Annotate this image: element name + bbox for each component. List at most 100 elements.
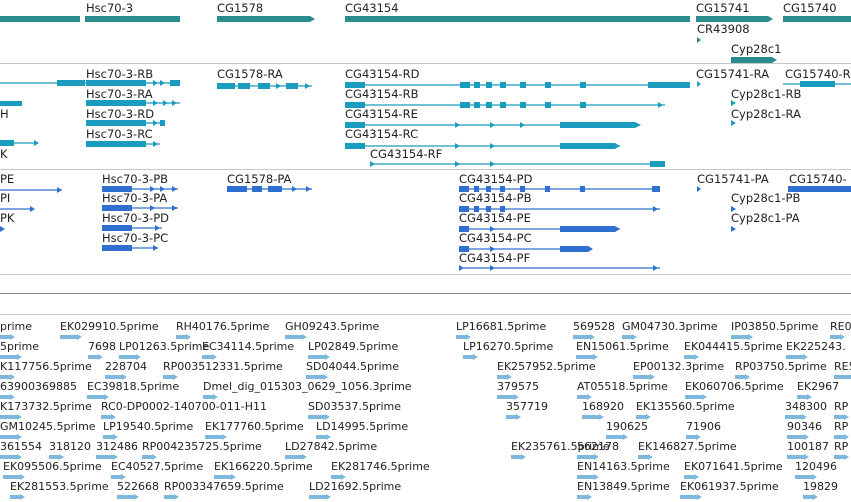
gene-label[interactable]: CG1578 [217,1,264,15]
est-label[interactable]: EK257952.5prime [497,360,596,373]
est-label[interactable]: EK135560.5prime [636,400,735,413]
est-label[interactable]: 168920 [582,400,624,413]
transcript-label[interactable]: Hsc70-3-RC [86,127,153,141]
protein-label[interactable]: CG15741-PA [697,172,769,186]
est-label[interactable]: Dmel_dig_015303_0629_1056.3prime [203,380,412,393]
est-label[interactable]: EK281746.5prime [331,460,430,473]
transcript-label[interactable]: CG43154-RC [345,127,419,141]
est-label[interactable]: LD21692.5prime [309,480,402,493]
est-label[interactable]: 228704 [105,360,147,373]
est-label[interactable]: 361554 [0,440,42,453]
est-label[interactable]: EN13849.5prime [577,480,670,493]
est-label[interactable]: 19829 [803,480,838,493]
protein-label[interactable]: CG43154-PC [459,231,532,245]
est-label[interactable]: GH09243.5prime [285,320,380,333]
est-label[interactable]: 71906 [686,420,721,433]
transcript-label[interactable]: CG1578-RA [217,67,283,81]
est-label[interactable]: RP [834,400,849,413]
transcript-label[interactable]: H [0,107,9,121]
est-label[interactable]: RP03750.5prime [735,360,827,373]
protein-label[interactable]: Cyp28c1-PB [731,191,801,205]
est-label[interactable]: 90346 [787,420,822,433]
transcript-label[interactable]: K [0,147,8,161]
est-label[interactable]: IP03850.5prime [731,320,819,333]
protein-label[interactable]: CG43154-PF [459,251,531,265]
est-label[interactable]: RP003347659.5prime [164,480,284,493]
est-label[interactable]: RH40176.5prime [176,320,270,333]
protein-label[interactable]: Hsc70-3-PD [102,211,170,225]
est-label[interactable]: EK281553.5prime [10,480,109,493]
est-label[interactable]: EK044415.5prime [684,340,783,353]
est-label[interactable]: 5prime [0,340,40,353]
est-label[interactable]: EK029910.5prime [60,320,159,333]
est-label[interactable]: EK2967 [797,380,840,393]
est-label[interactable]: EK095506.5prime [3,460,102,473]
est-label[interactable]: RE5 [834,360,851,373]
est-label[interactable]: 318120 [49,440,91,453]
est-label[interactable]: 522668 [117,480,159,493]
est-label[interactable]: 63900369885 [0,380,77,393]
est-label[interactable]: RP003512331.5prime [163,360,283,373]
est-label[interactable]: EC39818.5prime [87,380,180,393]
transcript-label[interactable]: Hsc70-3-RB [86,67,154,81]
est-label[interactable]: 348300 [785,400,827,413]
est-label[interactable]: RP [834,420,849,433]
protein-label[interactable]: CG1578-PA [227,172,292,186]
est-label[interactable]: 100187 [787,440,829,453]
est-label[interactable]: LD14995.5prime [316,420,409,433]
est-label[interactable]: RP [834,440,849,453]
transcript-label[interactable]: CG15740-R [785,67,851,81]
est-label[interactable]: EC40527.5prime [111,460,204,473]
gene-label[interactable]: CG15741 [696,1,750,15]
protein-label[interactable]: Hsc70-3-PA [102,191,168,205]
est-label[interactable]: RC0-DP0002-140700-011-H11 [101,400,268,413]
protein-label[interactable]: CG43154-PB [459,191,532,205]
est-label[interactable]: LP16681.5prime [456,320,547,333]
est-label[interactable]: 379575 [497,380,539,393]
est-label[interactable]: SD03537.5prime [308,400,401,413]
transcript-label[interactable]: Hsc70-3-RD [86,107,155,121]
transcript-label[interactable]: CG43154-RE [345,107,418,121]
est-label[interactable]: GM04730.3prime [622,320,718,333]
gene-label[interactable]: CR43908 [697,22,750,36]
est-label[interactable]: LP19540.5prime [103,420,194,433]
est-label[interactable]: 562178 [577,440,619,453]
est-label[interactable]: EK071641.5prime [684,460,783,473]
est-label[interactable]: 569528 [573,320,615,333]
protein-label[interactable]: CG43154-PE [459,211,531,225]
est-label[interactable]: LD27842.5prime [285,440,378,453]
est-label[interactable]: 120496 [795,460,837,473]
est-label[interactable]: EK225243. [786,340,846,353]
est-label[interactable]: EK061937.5prime [680,480,779,493]
protein-label[interactable]: Hsc70-3-PC [102,231,169,245]
protein-label[interactable]: PE [0,172,15,186]
gene-label[interactable]: CG15740 [783,1,837,15]
protein-label[interactable]: PI [0,191,11,205]
transcript-label[interactable]: CG43154-RB [345,87,419,101]
est-label[interactable]: EN14163.5prime [577,460,670,473]
protein-label[interactable]: CG43154-PD [459,172,533,186]
protein-label[interactable]: Hsc70-3-PB [102,172,169,186]
gene-label[interactable]: CG43154 [345,1,399,15]
est-label[interactable]: 357719 [506,400,548,413]
protein-label[interactable]: PK [0,211,15,225]
est-label[interactable]: EK146827.5prime [638,440,737,453]
transcript-label[interactable]: Hsc70-3-RA [86,87,153,101]
est-label[interactable]: 7698 [88,340,116,353]
est-label[interactable]: RE0 [830,320,851,333]
est-label[interactable]: EP00132.3prime [633,360,725,373]
est-label[interactable]: LP01263.5prime [119,340,210,353]
est-label[interactable]: K117756.5prime [0,360,92,373]
transcript-label[interactable]: CG43154-RD [345,67,420,81]
est-label[interactable]: LP16270.5prime [463,340,554,353]
est-label[interactable]: EK177760.5prime [205,420,304,433]
est-label[interactable]: 190625 [606,420,648,433]
est-label[interactable]: EK166220.5prime [214,460,313,473]
transcript-label[interactable]: CG43154-RF [370,147,443,161]
est-label[interactable]: RP004235725.5prime [142,440,262,453]
protein-label[interactable]: CG15740- [789,172,847,186]
est-label[interactable]: AT05518.5prime [577,380,668,393]
est-label[interactable]: prime [0,320,33,333]
est-label[interactable]: EN15061.5prime [576,340,669,353]
transcript-label[interactable]: CG15741-RA [696,67,770,81]
